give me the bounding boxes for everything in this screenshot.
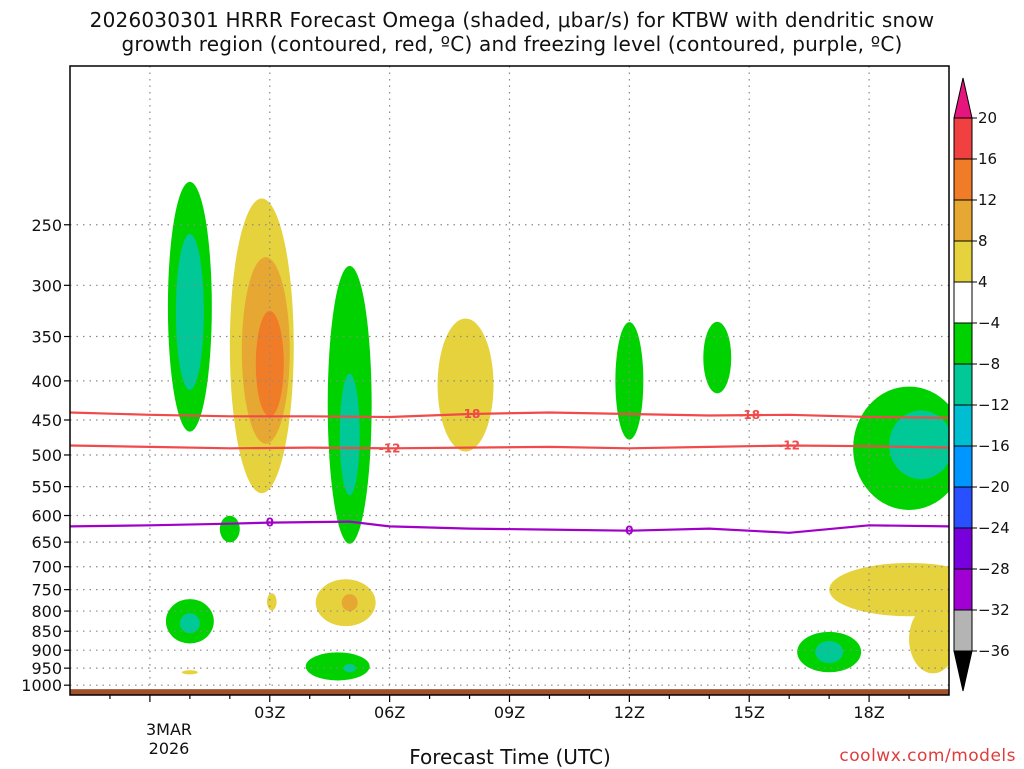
colorbar-tick-label-4: 4 — [978, 273, 988, 291]
omega-region-6 — [339, 373, 360, 496]
colorbar-swatch-4 — [953, 281, 973, 324]
contour-lines: -18 -18 -12 -12 0 0 — [70, 407, 949, 538]
omega-region-18 — [181, 670, 198, 675]
terrain-strip — [70, 689, 949, 695]
date-label: 3MAR 2026 — [139, 720, 199, 758]
colorbar-swatch-8 — [953, 445, 973, 488]
y-tick-label-450: 450 — [31, 411, 62, 430]
gridlines — [70, 66, 949, 695]
colorbar-tick-label-10: −24 — [978, 519, 1010, 537]
colorbar-tick-label-2: 12 — [978, 191, 997, 209]
x-tick-label-12Z: 12Z — [614, 703, 645, 722]
colorbar-bottom-arrow — [953, 650, 973, 692]
colorbar-swatch-1 — [953, 158, 973, 201]
y-axis: 2503003504004505005506006507007508008509… — [21, 216, 70, 695]
y-tick-label-950: 950 — [31, 659, 62, 678]
colorbar-tick-label-9: −20 — [978, 478, 1010, 496]
colorbar-top-arrow — [953, 77, 973, 119]
colorbar-swatch-7 — [953, 404, 973, 447]
y-tick-label-600: 600 — [31, 507, 62, 526]
omega-region-17 — [179, 613, 200, 634]
colorbar-swatch-12 — [953, 609, 973, 652]
colorbar-tick-label-13: −36 — [978, 642, 1010, 660]
colorbar-swatch-2 — [953, 199, 973, 242]
omega-region-12 — [219, 515, 240, 543]
x-tick-label-18Z: 18Z — [853, 703, 884, 722]
y-tick-label-750: 750 — [31, 581, 62, 600]
y-tick-label-400: 400 — [31, 372, 62, 391]
colorbar-swatch-0 — [953, 117, 973, 160]
contour-label-0-1: -18 — [738, 408, 760, 422]
contour-label-2-0: 0 — [266, 516, 274, 530]
x-tick-label-06Z: 06Z — [374, 703, 405, 722]
x-axis: 03Z 06Z 09Z 12Z 15Z 18Z — [109, 695, 910, 722]
y-tick-label-550: 550 — [31, 478, 62, 497]
y-tick-label-1000: 1000 — [21, 676, 62, 695]
y-tick-label-650: 650 — [31, 533, 62, 552]
omega-region-4 — [255, 310, 284, 417]
source-credit: coolwx.com/models — [839, 746, 1016, 766]
contour-label-2-1: 0 — [625, 524, 633, 538]
colorbar-tick-label-5: −4 — [978, 314, 1000, 332]
omega-region-22 — [815, 641, 844, 664]
omega-region-1 — [175, 233, 204, 390]
x-tick-label-03Z: 03Z — [254, 703, 285, 722]
contour-line-0 — [70, 411, 949, 419]
contour-label-1-1: -12 — [778, 439, 800, 453]
chart-title: 2026030301 HRRR Forecast Omega (shaded, … — [0, 8, 1024, 56]
x-axis-label: Forecast Time (UTC) — [409, 745, 611, 769]
colorbar: 20 16 12 8 4 −4 −8 −12 −16 −20 −24 −28 −32 −36 — [953, 77, 1010, 692]
colorbar-tick-label-6: −8 — [978, 355, 1000, 373]
contour-label-1-0: -12 — [379, 441, 401, 455]
colorbar-swatch-11 — [953, 568, 973, 611]
colorbar-swatch-10 — [953, 527, 973, 570]
omega-region-15 — [266, 593, 277, 611]
omega-region-19 — [305, 652, 370, 681]
date-label-year: 2026 — [148, 739, 190, 758]
y-tick-label-250: 250 — [31, 216, 62, 235]
colorbar-swatch-5 — [953, 322, 973, 365]
omega-region-14 — [341, 594, 358, 612]
omega-region-7 — [437, 318, 494, 452]
colorbar-tick-label-8: −16 — [978, 437, 1010, 455]
x-tick-label-09Z: 09Z — [494, 703, 525, 722]
omega-region-24 — [909, 604, 949, 674]
omega-region-9 — [703, 321, 732, 394]
colorbar-tick-label-11: −28 — [978, 560, 1010, 578]
omega-region-11 — [889, 410, 949, 480]
date-label-day: 3MAR — [145, 720, 193, 739]
colorbar-swatch-9 — [953, 486, 973, 529]
y-tick-label-300: 300 — [31, 276, 62, 295]
colorbar-swatch-3 — [953, 240, 973, 283]
y-tick-label-350: 350 — [31, 328, 62, 347]
y-tick-label-500: 500 — [31, 446, 62, 465]
colorbar-tick-label-7: −12 — [978, 396, 1010, 414]
contour-line-1 — [70, 444, 949, 450]
colorbar-tick-label-3: 8 — [978, 232, 988, 250]
y-tick-label-800: 800 — [31, 602, 62, 621]
colorbar-tick-label-1: 16 — [978, 150, 997, 168]
x-tick-label-15Z: 15Z — [734, 703, 765, 722]
y-tick-label-700: 700 — [31, 558, 62, 577]
contour-label-0-0: -18 — [459, 407, 481, 421]
colorbar-swatch-6 — [953, 363, 973, 406]
y-tick-label-850: 850 — [31, 622, 62, 641]
title-line-1: 2026030301 HRRR Forecast Omega (shaded, … — [89, 8, 935, 32]
contour-line-2 — [70, 520, 949, 534]
title-line-2: growth region (contoured, red, ºC) and f… — [121, 32, 903, 56]
colorbar-tick-label-0: 20 — [978, 109, 997, 127]
colorbar-tick-label-12: −32 — [978, 601, 1010, 619]
y-tick-label-900: 900 — [31, 641, 62, 660]
